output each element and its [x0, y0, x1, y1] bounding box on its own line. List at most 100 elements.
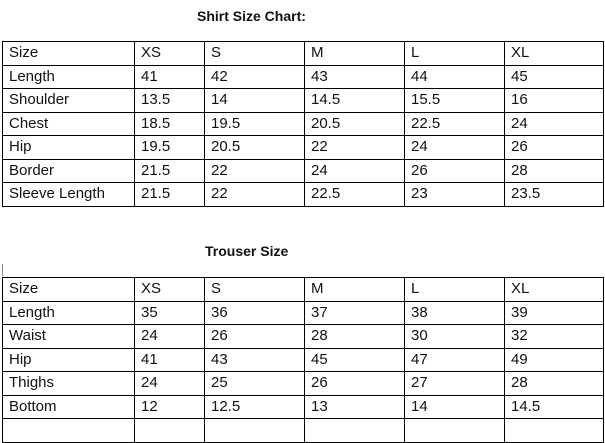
table-cell: 28	[504, 371, 604, 396]
table-cell: 22.5	[404, 111, 505, 136]
table-cell: 26	[204, 324, 305, 349]
table-cell: 22	[304, 135, 405, 160]
table-cell: 15.5	[404, 88, 505, 113]
table-cell: XL	[504, 277, 604, 302]
row-label-cell: Size	[2, 41, 135, 66]
table-cell: 23	[404, 182, 505, 207]
table-cell: 35	[134, 300, 205, 325]
table-cell: L	[404, 41, 505, 66]
row-label-cell: Hip	[2, 135, 135, 160]
table-cell: 24	[504, 111, 604, 136]
table-cell: 49	[504, 347, 604, 372]
row-label-cell	[2, 418, 135, 443]
table-row: Waist 24 26 28 30 32	[2, 324, 604, 349]
table-cell: 20.5	[304, 111, 405, 136]
table-row: Bottom 12 12.5 13 14 14.5	[2, 394, 604, 419]
table-row: Chest 18.5 19.5 20.5 22.5 24	[2, 111, 604, 136]
table-cell: 18.5	[134, 111, 205, 136]
table-cell: L	[404, 277, 505, 302]
table-cell: 22	[204, 158, 305, 183]
shirt-size-chart-title: Shirt Size Chart:	[197, 8, 306, 24]
row-label-cell: Length	[2, 64, 135, 89]
table-cell: M	[304, 41, 405, 66]
table-cell: 41	[134, 64, 205, 89]
table-cell: 14.5	[504, 394, 604, 419]
table-cell: 24	[304, 158, 405, 183]
table-cell: 12	[134, 394, 205, 419]
table-cell: 24	[134, 371, 205, 396]
row-label-cell: Shoulder	[2, 88, 135, 113]
table-cell: 47	[404, 347, 505, 372]
table-cell: S	[204, 277, 305, 302]
table-cell: M	[304, 277, 405, 302]
row-label-cell: Hip	[2, 347, 135, 372]
table-cell: 41	[134, 347, 205, 372]
trouser-size-title: Trouser Size	[205, 243, 289, 259]
table-row: Length 35 36 37 38 39	[2, 300, 604, 325]
table-cell	[304, 418, 405, 443]
table-cell: 45	[304, 347, 405, 372]
table-cell: 37	[304, 300, 405, 325]
table-cell: 14	[404, 394, 505, 419]
row-label-cell: Chest	[2, 111, 135, 136]
table-cell: 13	[304, 394, 405, 419]
table-cell: 21.5	[134, 182, 205, 207]
table-cell: 43	[304, 64, 405, 89]
table-cell: 44	[404, 64, 505, 89]
table-cell: 24	[134, 324, 205, 349]
header-row: Size XS S M L XL	[2, 41, 604, 66]
table-cell: XS	[134, 277, 205, 302]
row-label-cell: Size	[2, 277, 135, 302]
table-cell: 36	[204, 300, 305, 325]
table-cell: 14.5	[304, 88, 405, 113]
table-row: Length 41 42 43 44 45	[2, 64, 604, 89]
text-cursor	[2, 264, 3, 276]
row-label-cell: Thighs	[2, 371, 135, 396]
table-cell: 14	[204, 88, 305, 113]
header-row: Size XS S M L XL	[2, 277, 604, 302]
table-cell: S	[204, 41, 305, 66]
table-row	[2, 418, 604, 443]
table-cell	[204, 418, 305, 443]
row-label-cell: Bottom	[2, 394, 135, 419]
shirt-size-table: Size XS S M L XL Length 41 42 43 44 45 Shoulder 13.5 1…	[2, 41, 604, 207]
table-cell: 26	[404, 158, 505, 183]
table-cell: 19.5	[134, 135, 205, 160]
table-cell	[504, 418, 604, 443]
table-cell: 23.5	[504, 182, 604, 207]
table-cell: 42	[204, 64, 305, 89]
table-cell: 21.5	[134, 158, 205, 183]
table-cell: 43	[204, 347, 305, 372]
trouser-size-table: Size XS S M L XL Length 35 36 37 38 39 Waist 24 26 28 30…	[2, 277, 604, 443]
row-label-cell: Waist	[2, 324, 135, 349]
row-label-cell: Sleeve Length	[2, 182, 135, 207]
table-cell: 19.5	[204, 111, 305, 136]
table-cell: 16	[504, 88, 604, 113]
table-row: Hip 19.5 20.5 22 24 26	[2, 135, 604, 160]
table-cell: 45	[504, 64, 604, 89]
table-cell: 13.5	[134, 88, 205, 113]
table-cell: XS	[134, 41, 205, 66]
table-cell: 12.5	[204, 394, 305, 419]
table-cell: 28	[304, 324, 405, 349]
table-cell: 25	[204, 371, 305, 396]
table-cell	[134, 418, 205, 443]
table-cell: 27	[404, 371, 505, 396]
table-cell: 22	[204, 182, 305, 207]
table-cell: 24	[404, 135, 505, 160]
table-row: Sleeve Length 21.5 22 22.5 23 23.5	[2, 182, 604, 207]
table-cell: XL	[504, 41, 604, 66]
table-cell: 26	[304, 371, 405, 396]
table-cell: 30	[404, 324, 505, 349]
table-row: Hip 41 43 45 47 49	[2, 347, 604, 372]
table-cell	[404, 418, 505, 443]
table-cell: 26	[504, 135, 604, 160]
table-cell: 22.5	[304, 182, 405, 207]
table-cell: 20.5	[204, 135, 305, 160]
table-cell: 32	[504, 324, 604, 349]
table-row: Border 21.5 22 24 26 28	[2, 158, 604, 183]
table-row: Thighs 24 25 26 27 28	[2, 371, 604, 396]
table-row: Shoulder 13.5 14 14.5 15.5 16	[2, 88, 604, 113]
table-cell: 38	[404, 300, 505, 325]
table-cell: 39	[504, 300, 604, 325]
